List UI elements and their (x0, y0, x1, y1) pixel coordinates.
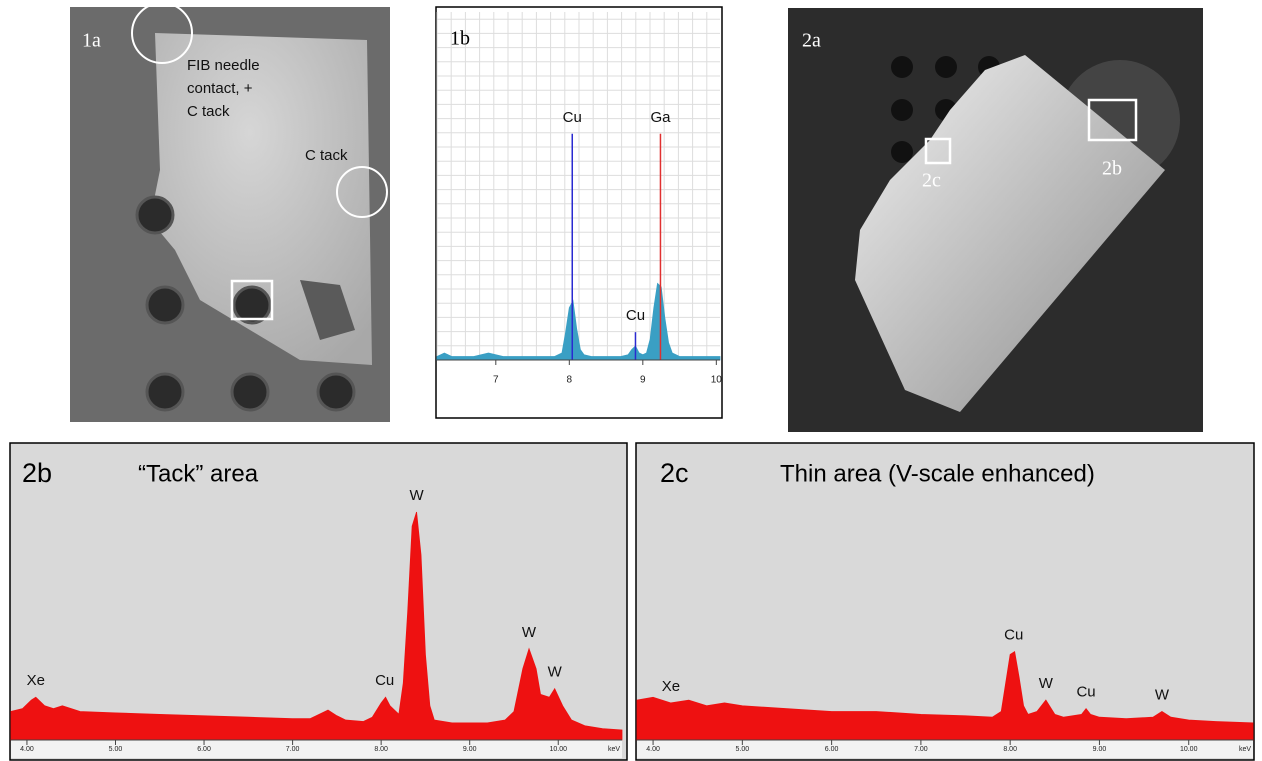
panel-label: 1b (450, 28, 470, 50)
panel-label: 2b (22, 458, 52, 488)
annotation: FIB needle (187, 57, 260, 74)
spectrum-area (436, 282, 721, 361)
x-tick-label: 8.00 (374, 746, 388, 753)
x-tick-label: 10.00 (549, 746, 567, 753)
x-tick-label: 9.00 (463, 746, 477, 753)
peak-label: Cu (1076, 684, 1095, 701)
image-2a: 2a 2b 2c (788, 8, 1203, 432)
x-tick-label: 9 (640, 375, 646, 386)
x-axis-label: keV (1239, 746, 1251, 753)
x-tick-label: 7.00 (914, 746, 928, 753)
peak-label: W (409, 487, 424, 504)
x-tick-label: 10.00 (1180, 746, 1198, 753)
x-tick-label: 5.00 (109, 746, 123, 753)
peak-label: Cu (626, 307, 645, 324)
peak-label: Cu (375, 672, 394, 689)
x-tick-label: 10 (711, 375, 723, 386)
x-tick-label: 7.00 (286, 746, 300, 753)
image-1a: 1a FIB needle contact, + C tack C tack (70, 2, 390, 422)
annotation: C tack (187, 103, 230, 120)
panel-label: 2c (660, 458, 689, 488)
peak-label: W (1039, 675, 1054, 692)
panel-subtitle: Thin area (V-scale enhanced) (780, 460, 1095, 487)
spectrum-area (10, 511, 623, 741)
peak-label: Cu (1004, 627, 1023, 644)
annotation: C tack (305, 147, 348, 164)
peak-label: Xe (662, 678, 680, 695)
panel-label: 2a (802, 30, 821, 52)
x-tick-label: 8 (567, 375, 573, 386)
panel-subtitle: “Tack” area (138, 460, 259, 487)
peak-label: Cu (563, 109, 582, 126)
axis-strip (11, 740, 622, 758)
x-axis-label: keV (608, 746, 620, 753)
annotation: contact, + (187, 80, 253, 97)
x-tick-label: 4.00 (646, 746, 660, 753)
x-tick-label: 7 (493, 375, 499, 386)
x-tick-label: 6.00 (197, 746, 211, 753)
x-tick-label: 5.00 (736, 746, 750, 753)
box-label: 2b (1102, 158, 1122, 180)
axis-strip (637, 740, 1253, 758)
panel-label: 1a (82, 30, 101, 52)
x-tick-label: 4.00 (20, 746, 34, 753)
peak-label: Ga (650, 109, 671, 126)
x-tick-label: 9.00 (1093, 746, 1107, 753)
peak-label: W (1155, 686, 1170, 703)
spectrum-area (636, 650, 1254, 741)
peak-label: W (548, 664, 563, 681)
peak-label: Xe (27, 672, 45, 689)
x-tick-label: 6.00 (825, 746, 839, 753)
x-tick-label: 8.00 (1003, 746, 1017, 753)
peak-label: W (522, 624, 537, 641)
box-label: 2c (922, 170, 941, 192)
